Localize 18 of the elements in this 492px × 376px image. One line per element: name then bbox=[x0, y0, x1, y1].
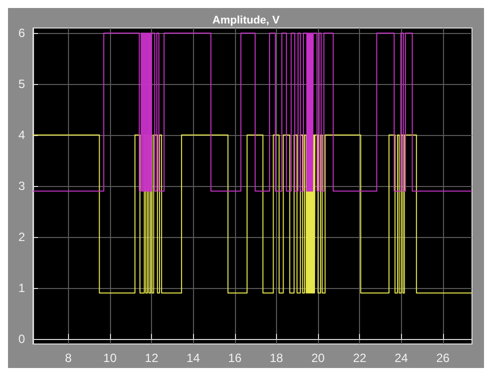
y-tick-label: 4 bbox=[18, 128, 26, 142]
x-tick-label: 14 bbox=[186, 351, 200, 365]
x-tick-label: 8 bbox=[65, 351, 72, 365]
x-tick-label: 24 bbox=[394, 351, 408, 365]
chart-title: Amplitude, V bbox=[212, 14, 280, 26]
x-tick-label: 22 bbox=[352, 351, 367, 365]
x-tick-label: 12 bbox=[144, 351, 159, 365]
x-tick-label: 16 bbox=[228, 351, 242, 365]
y-tick-label: 0 bbox=[18, 332, 26, 346]
x-tick-label: 10 bbox=[103, 351, 117, 365]
x-tick-label: 26 bbox=[436, 351, 450, 365]
y-tick-label: 2 bbox=[18, 230, 26, 244]
x-tick-label: 20 bbox=[311, 351, 326, 365]
y-tick-label: 3 bbox=[18, 179, 26, 193]
x-tick-label: 18 bbox=[270, 351, 284, 365]
y-tick-label: 1 bbox=[18, 280, 26, 295]
y-tick-label: 6 bbox=[18, 26, 26, 40]
y-tick-label: 5 bbox=[18, 77, 26, 92]
